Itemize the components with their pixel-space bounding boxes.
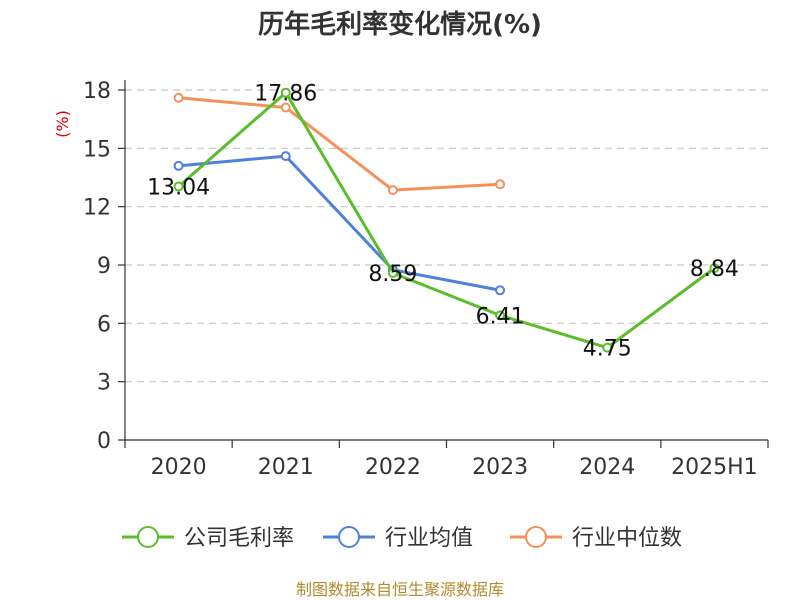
data-labels: 13.04 17.86 8.59 6.41 4.75 8.84 [147, 82, 739, 362]
series-1-point-2025H1 [709, 263, 720, 274]
legend-label-1: 公司毛利率 [184, 526, 294, 551]
series-3-point-2021 [280, 102, 291, 113]
series-2-line [178, 154, 501, 292]
legend-marker-3 [525, 526, 547, 548]
data-label-2021: 17.86 [254, 82, 317, 107]
data-label-2024: 4.75 [583, 337, 632, 362]
x-tick-label-2024: 2024 [579, 455, 635, 480]
legend-marker-1 [137, 526, 159, 548]
tick-labels: 0 3 6 9 12 15 18 2020 2021 2022 2023 2024 2025H1 [83, 79, 758, 480]
y-tick-label-0: 0 [97, 429, 111, 454]
legend-item-1: 公司毛利率 [122, 526, 294, 551]
y-tick-label-9: 9 [97, 254, 111, 279]
series-2-point-2023 [495, 285, 506, 296]
series-1-point-2023 [495, 310, 506, 321]
grid-lines [125, 89, 768, 383]
x-tick-label-2020: 2020 [151, 455, 207, 480]
series-1-point-2022 [387, 267, 398, 278]
data-label-2023: 6.41 [476, 304, 525, 329]
y-tick-label-12: 12 [83, 196, 111, 221]
y-tick-label-6: 6 [97, 312, 111, 337]
x-tick-label-2022: 2022 [365, 455, 421, 480]
axes [118, 80, 769, 448]
data-label-2020: 13.04 [147, 175, 210, 200]
series-3-point-2023 [495, 179, 506, 190]
x-tick-label-2023: 2023 [472, 455, 528, 480]
x-tick-label-2021: 2021 [258, 455, 314, 480]
series-1-point-2024 [602, 342, 613, 353]
legend-item-2: 行业均值 [323, 526, 473, 551]
y-axis-label: (%) [53, 110, 72, 138]
series-1 [173, 87, 720, 353]
legend-label-3: 行业中位数 [572, 526, 682, 551]
series-3-point-2020 [173, 92, 184, 103]
data-label-2022: 8.59 [368, 262, 417, 287]
series-3-point-2022 [387, 185, 398, 196]
series-3 [173, 92, 506, 196]
legend-label-2: 行业均值 [385, 526, 473, 551]
series-2 [173, 151, 506, 296]
series-3-line [178, 96, 501, 192]
series-2-point-2020 [173, 160, 184, 171]
legend: 公司毛利率 行业均值 行业中位数 [122, 526, 682, 551]
y-tick-label-18: 18 [83, 79, 111, 104]
series-1-point-2020 [173, 181, 184, 192]
y-tick-label-15: 15 [83, 137, 111, 162]
series-1-line [177, 91, 716, 350]
chart-title: 历年毛利率变化情况(%) [258, 9, 542, 40]
legend-item-3: 行业中位数 [510, 526, 682, 551]
source-note: 制图数据来自恒生聚源数据库 [296, 580, 504, 599]
y-tick-label-3: 3 [97, 371, 111, 396]
series-1-point-2021 [280, 87, 291, 98]
series-group [173, 87, 720, 353]
legend-marker-2 [338, 526, 360, 548]
x-tick-label-2025H1: 2025H1 [671, 455, 758, 480]
data-label-2025H1: 8.84 [690, 257, 739, 282]
series-2-point-2021 [280, 151, 291, 162]
